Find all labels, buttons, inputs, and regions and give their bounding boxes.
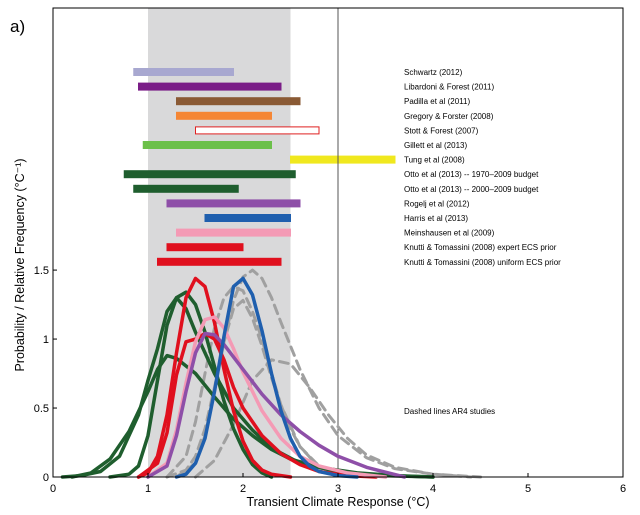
pdf-curve xyxy=(174,276,359,479)
range-bar xyxy=(166,243,244,252)
x-tick-label: 3 xyxy=(335,483,341,495)
range-bar xyxy=(142,141,272,149)
ar4-note: Dashed lines AR4 studies xyxy=(404,407,495,416)
range-bar xyxy=(166,199,301,208)
x-tick-label: 5 xyxy=(525,483,531,495)
range-label: Gillett et al (2013) xyxy=(404,141,467,150)
range-label: Harris et al (2013) xyxy=(404,214,468,223)
range-bar xyxy=(123,170,296,179)
range-label: Knutti & Tomassini (2008) uniform ECS pr… xyxy=(404,258,561,267)
range-label: Tung et al (2008) xyxy=(404,156,465,165)
range-label: Knutti & Tomassini (2008) expert ECS pri… xyxy=(404,243,557,252)
y-tick-label: 0.5 xyxy=(34,403,49,415)
range-label: Stott & Forest (2007) xyxy=(404,126,479,135)
axes: 0 1 2 3 4 5 6 0 0.5 1 1.5 xyxy=(34,265,626,495)
y-axis-label: Probability / Relative Frequency (°C⁻¹) xyxy=(13,158,27,371)
x-axis-label: Transient Climate Response (°C) xyxy=(246,495,429,509)
y-tick-label: 1.5 xyxy=(34,265,49,277)
pdf-curve xyxy=(136,331,378,479)
range-bar xyxy=(138,82,282,91)
pdf-curve xyxy=(108,290,274,479)
x-tick-label: 6 xyxy=(620,483,626,495)
range-label: Padilla et al (2011) xyxy=(404,97,470,106)
range-bar xyxy=(195,126,320,135)
range-label: Libardoni & Forest (2011) xyxy=(404,83,494,92)
x-tick-label: 2 xyxy=(240,483,246,495)
panel-label: a) xyxy=(10,17,25,36)
range-bar xyxy=(290,155,396,164)
x-tick-label: 0 xyxy=(50,483,56,495)
range-label: Meinshausen et al (2009) xyxy=(404,229,495,238)
range-label: Rogelj et al (2012) xyxy=(404,199,470,208)
range-bar xyxy=(133,68,234,76)
range-bar xyxy=(176,97,301,106)
range-label: Gregory & Forster (2008) xyxy=(404,112,494,121)
range-bar xyxy=(133,184,239,193)
range-label: Otto et al (2013) -- 2000–2009 budget xyxy=(404,185,539,194)
pdf-curve xyxy=(136,276,293,479)
x-tick-label: 1 xyxy=(145,483,151,495)
range-bars: Schwartz (2012) Libardoni & Forest (2011)… xyxy=(123,68,561,267)
x-tick-label: 4 xyxy=(430,483,436,495)
y-tick-label: 0 xyxy=(43,472,49,484)
pdf-curve xyxy=(146,331,407,479)
range-bar xyxy=(204,214,291,222)
range-bar xyxy=(157,257,282,266)
range-bar xyxy=(176,111,272,120)
pdf-curves xyxy=(60,268,482,479)
range-label: Otto et al (2013) -- 1970–2009 budget xyxy=(404,170,539,179)
range-label: Schwartz (2012) xyxy=(404,68,463,77)
range-bar xyxy=(176,228,291,237)
y-tick-label: 1 xyxy=(43,334,49,346)
ar4-pdf-curve xyxy=(165,298,359,479)
